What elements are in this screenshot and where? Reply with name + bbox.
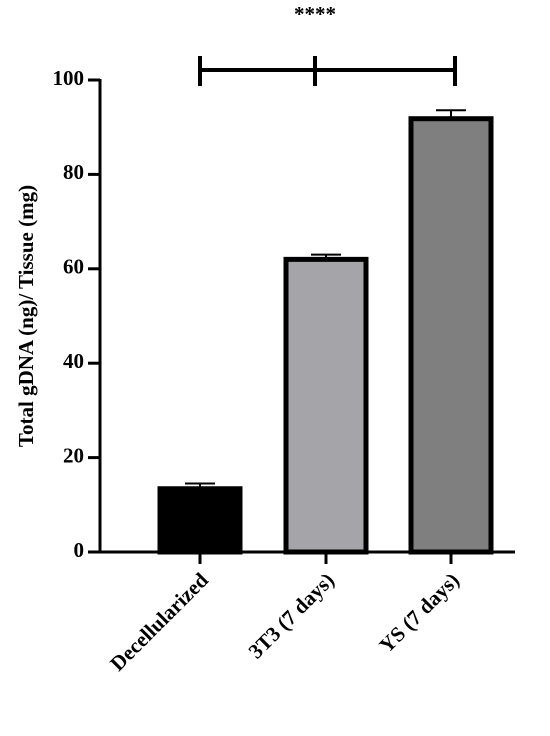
y-tick-label: 100 [53, 66, 85, 90]
significance-label: **** [294, 2, 336, 26]
bar [157, 486, 243, 555]
bar [283, 256, 369, 555]
y-tick-label: 40 [63, 349, 84, 373]
bar [408, 116, 494, 555]
y-tick-label: 60 [63, 255, 84, 279]
x-tick-label: YS (7 days) [374, 568, 464, 658]
x-tick-label: Decellularized [105, 568, 213, 676]
y-axis-label: Total gDNA (ng)/ Tissue (mg) [14, 185, 38, 447]
x-tick-label: 3T3 (7 days) [244, 568, 339, 663]
y-tick-label: 80 [63, 160, 84, 184]
y-tick-label: 0 [74, 538, 85, 562]
y-tick-label: 20 [63, 443, 84, 467]
significance-bracket [198, 56, 457, 86]
